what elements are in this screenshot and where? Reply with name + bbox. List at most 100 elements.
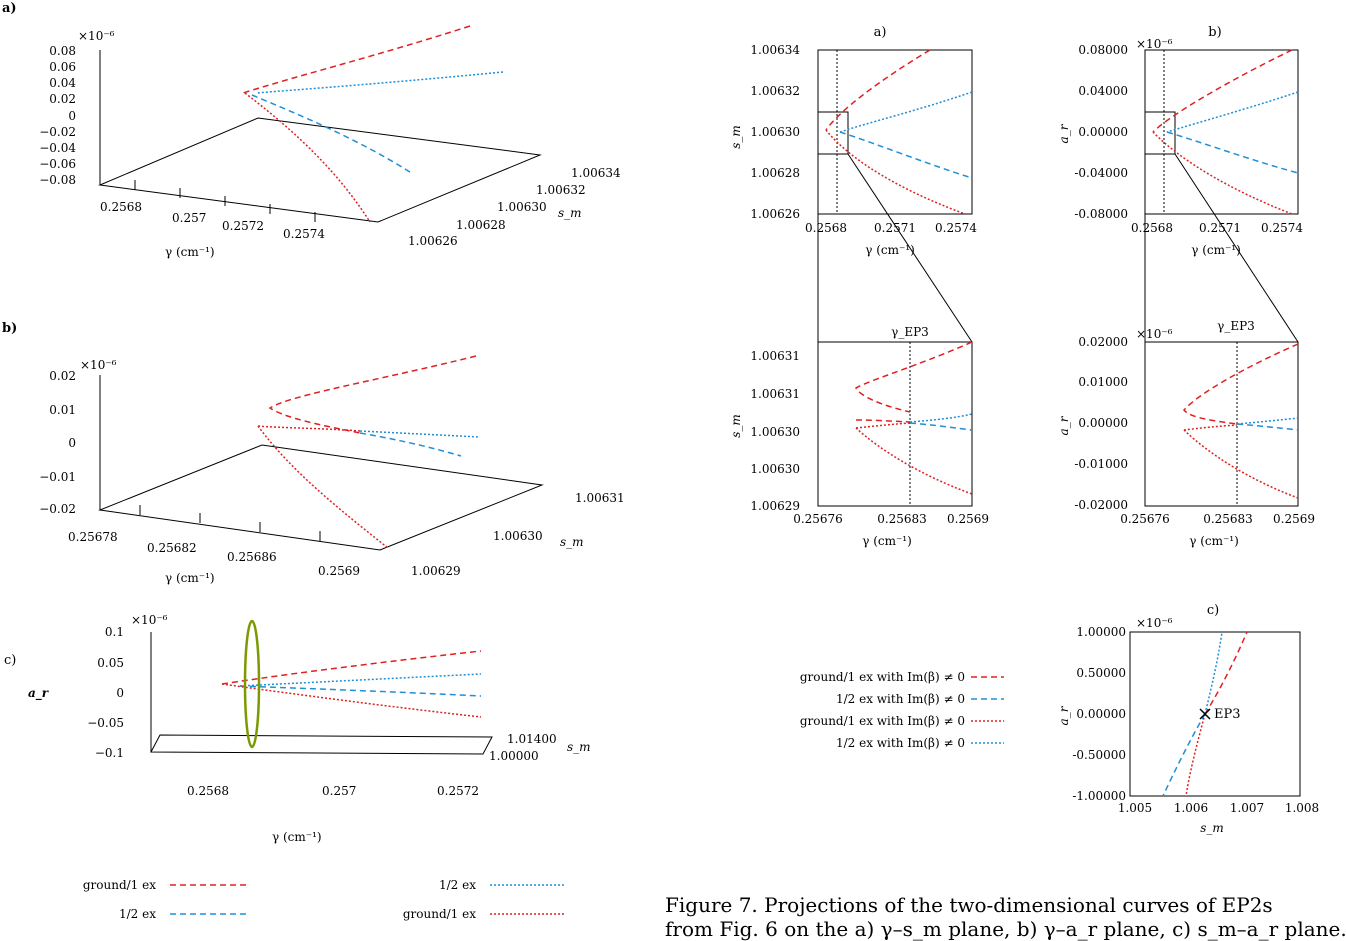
y-tick: 1.00630 xyxy=(750,462,800,476)
x-tick: 0.25682 xyxy=(147,541,197,555)
curves xyxy=(1162,631,1248,797)
x-tick: 0.25676 xyxy=(793,512,843,526)
legend-label: 1/2 ex with Im(β) ≠ 0 xyxy=(836,736,965,750)
z-ticks-b: 0.02 0.01 0 −0.01 −0.02 xyxy=(39,369,76,516)
multiplier-c: ×10⁻⁶ xyxy=(131,613,168,627)
z-tick: 0.04 xyxy=(49,76,76,90)
left-legend: ground/1 ex 1/2 ex 1/2 ex ground/1 ex xyxy=(83,878,566,921)
x-ticks: 0.2568 0.2571 0.2574 xyxy=(1131,221,1303,235)
y-tick: 1.00628 xyxy=(750,166,800,180)
legend-label: ground/1 ex with Im(β) ≠ 0 xyxy=(800,714,965,728)
multiplier-a: ×10⁻⁶ xyxy=(78,29,115,43)
curve-red-dotted xyxy=(244,92,371,223)
y-tick: 0.00000 xyxy=(1076,707,1126,721)
x-tick: 0.2569 xyxy=(318,564,360,578)
curve-blue-dotted xyxy=(239,673,482,687)
zoom-box xyxy=(817,111,849,155)
x-label: γ (cm⁻¹) xyxy=(1191,243,1241,257)
curves-b xyxy=(257,355,480,549)
y-tick: 0.04000 xyxy=(1078,84,1128,98)
left-panel-b: b) ×10⁻⁶ 0.02 0.01 0 −0.01 −0.02 0.25678… xyxy=(2,321,625,585)
z-tick: 0.05 xyxy=(97,656,124,670)
curve-blue-dashed xyxy=(839,131,973,179)
x-tick: 1.008 xyxy=(1285,801,1319,815)
z-tick: 0.1 xyxy=(105,625,124,639)
panel-title: b) xyxy=(1208,25,1221,40)
x-tick-marks-a xyxy=(134,180,316,222)
curve-red-dotted-2 xyxy=(1183,429,1299,499)
x-ticks-b: 0.25678 0.25682 0.25686 0.2569 xyxy=(68,530,360,578)
x-tick: 0.2571 xyxy=(1199,221,1241,235)
legend-label: ground/1 ex with Im(β) ≠ 0 xyxy=(800,670,965,684)
x-tick: 0.2574 xyxy=(283,227,325,241)
curve-blue-dotted xyxy=(359,430,480,438)
z-tick: 0.01 xyxy=(49,403,76,417)
curve-red-dotted xyxy=(1152,131,1293,215)
x-tick: 0.2569 xyxy=(947,512,989,526)
y-tick: -0.02000 xyxy=(1074,498,1128,512)
y-ticks: 0.08000 0.04000 0.00000 -0.04000 -0.0800… xyxy=(1074,43,1128,221)
z-tick: −0.04 xyxy=(39,141,76,155)
curve-blue-dotted xyxy=(1166,91,1299,133)
z-tick: 0.02 xyxy=(49,92,76,106)
x-tick: 0.2568 xyxy=(1131,221,1173,235)
curve-blue-dotted xyxy=(255,71,504,94)
z-tick: 0.06 xyxy=(49,60,76,74)
panel-title: a) xyxy=(874,25,887,40)
curve-blue-dashed xyxy=(1236,423,1299,431)
x-tick: 1.006 xyxy=(1174,801,1208,815)
curve-red-dashed-1 xyxy=(1183,343,1299,425)
base-plane-a xyxy=(98,117,542,223)
curve-blue-dashed xyxy=(239,685,482,697)
x-tick: 0.2568 xyxy=(805,221,847,235)
curve-blue-dotted xyxy=(1204,631,1223,715)
x-tick: 0.25676 xyxy=(1120,512,1170,526)
curve-red-dotted-1 xyxy=(257,425,361,432)
legend-label: 1/2 ex xyxy=(439,878,476,892)
x-tick: 0.25683 xyxy=(1203,512,1253,526)
curves xyxy=(1152,49,1299,215)
y-label: s_m xyxy=(729,414,743,438)
y-tick: 1.00628 xyxy=(456,218,506,232)
curve-red-dotted xyxy=(825,129,966,215)
x-label-b: γ (cm⁻¹) xyxy=(165,571,215,585)
curve-red-dashed xyxy=(268,355,477,434)
curve-blue-dashed xyxy=(909,422,973,431)
curve-blue-dotted xyxy=(1236,417,1299,425)
y-ticks: 1.00634 1.00632 1.00630 1.00628 1.00626 xyxy=(750,43,800,221)
z-tick: −0.02 xyxy=(39,502,76,516)
z-ticks-c: 0.1 0.05 0 −0.05 −0.1 xyxy=(87,625,124,760)
panel-label-c: c) xyxy=(4,653,16,668)
z-tick: 0 xyxy=(68,109,76,123)
y-tick: 1.00631 xyxy=(575,491,625,505)
curve-blue-dashed xyxy=(359,432,462,457)
y-tick: 1.00630 xyxy=(750,125,800,139)
base-plane-b xyxy=(98,444,544,551)
y-tick: 1.00631 xyxy=(750,387,800,401)
curve-blue-dotted xyxy=(909,413,973,423)
ep3-marker: γ_EP3 xyxy=(1217,319,1255,333)
panel-label-b: b) xyxy=(2,321,17,336)
curve-red-dashed xyxy=(1152,49,1293,133)
y-tick: 1.00630 xyxy=(493,529,543,543)
x-tick: 0.25678 xyxy=(68,530,118,544)
y-label: a_r xyxy=(1057,123,1071,143)
z-tick: 0 xyxy=(68,436,76,450)
z-tick: −0.01 xyxy=(39,470,76,484)
y-tick: -0.04000 xyxy=(1074,166,1128,180)
x-ticks: 0.2568 0.2571 0.2574 xyxy=(805,221,977,235)
y-ticks-c: 1.01400 1.00000 xyxy=(489,732,557,763)
x-ticks: 0.25676 0.25683 0.2569 xyxy=(793,512,989,526)
y-tick: 1.00626 xyxy=(750,207,800,221)
x-tick: 0.2568 xyxy=(100,200,142,214)
multiplier: ×10⁻⁶ xyxy=(1136,37,1173,51)
ep3-label: EP3 xyxy=(1214,707,1241,722)
y-tick: 1.00629 xyxy=(411,564,461,578)
y-tick: 1.00632 xyxy=(536,183,586,197)
curve-red-dashed xyxy=(221,650,482,685)
curve-red-dotted-1 xyxy=(1183,424,1238,431)
ep3-point-icon xyxy=(1199,708,1211,720)
z-tick: −0.1 xyxy=(95,746,124,760)
x-tick: 0.257 xyxy=(322,784,356,798)
